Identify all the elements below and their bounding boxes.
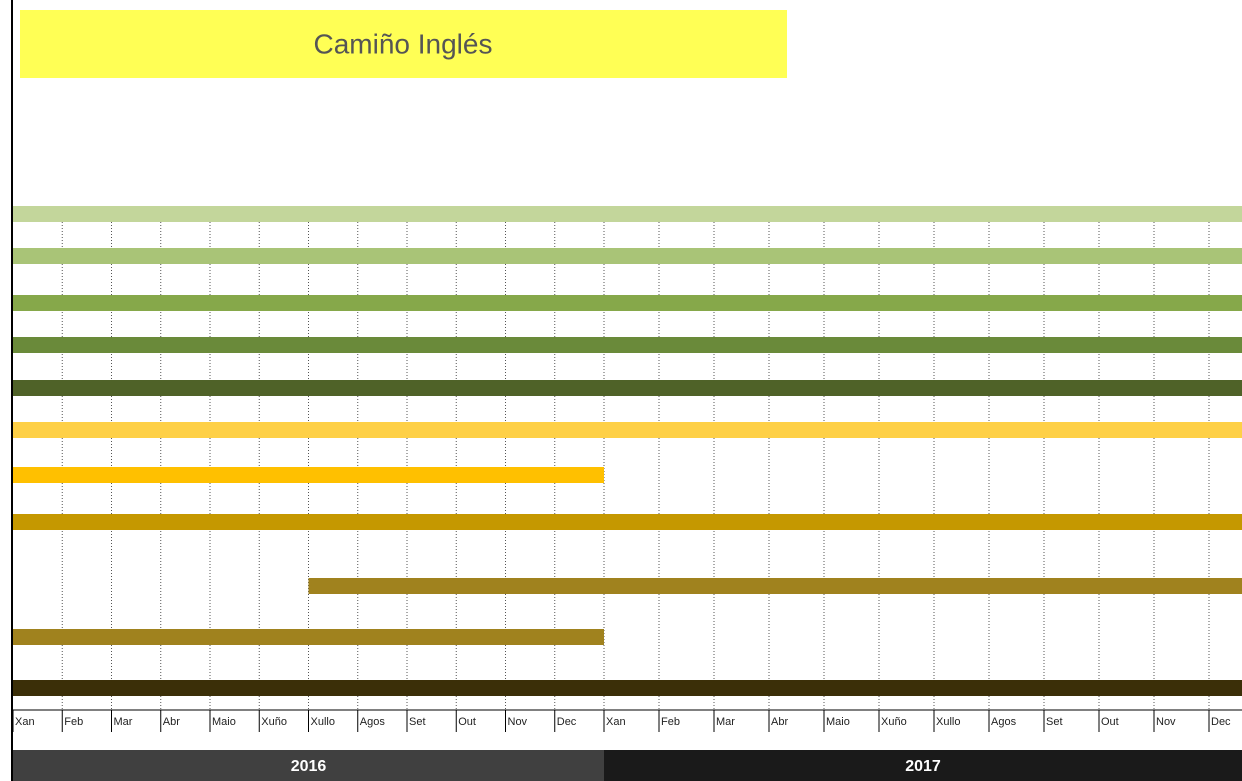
x-tick-label: Maio [826, 716, 850, 728]
bar [308, 578, 1242, 594]
x-tick-label: Agos [360, 716, 386, 728]
x-tick-label: Set [409, 716, 426, 728]
x-tick-label: Dec [1211, 716, 1231, 728]
x-tick-label: Feb [64, 716, 83, 728]
bar [13, 422, 1242, 438]
year-band [13, 750, 604, 781]
x-tick-label: Xullo [936, 716, 960, 728]
x-tick-label: Mar [114, 716, 133, 728]
x-tick-label: Maio [212, 716, 236, 728]
x-tick-label: Xan [606, 716, 626, 728]
x-tick-label: Out [1101, 716, 1119, 728]
bar [13, 467, 604, 483]
x-tick-label: Abr [771, 716, 788, 728]
x-tick-label: Dec [557, 716, 577, 728]
bar [13, 295, 1242, 311]
bar [13, 629, 604, 645]
bar [13, 206, 1242, 222]
x-tick-label: Nov [508, 716, 528, 728]
year-label: 2017 [905, 758, 941, 775]
bar [13, 680, 1242, 696]
bar [13, 514, 1242, 530]
x-tick-label: Xuño [881, 716, 907, 728]
x-tick-label: Abr [163, 716, 180, 728]
chart-title: Camiño Inglés [314, 28, 493, 59]
x-tick-label: Xan [15, 716, 35, 728]
x-tick-label: Xullo [311, 716, 335, 728]
x-tick-label: Out [458, 716, 476, 728]
bar [13, 248, 1242, 264]
year-label: 2016 [291, 758, 327, 775]
bar [13, 380, 1242, 396]
year-band [604, 750, 1242, 781]
x-tick-label: Set [1046, 716, 1063, 728]
x-tick-label: Agos [991, 716, 1017, 728]
x-tick-label: Mar [716, 716, 735, 728]
bar [13, 337, 1242, 353]
x-tick-label: Nov [1156, 716, 1176, 728]
x-tick-label: Xuño [261, 716, 287, 728]
title-box [20, 10, 787, 78]
x-tick-label: Feb [661, 716, 680, 728]
